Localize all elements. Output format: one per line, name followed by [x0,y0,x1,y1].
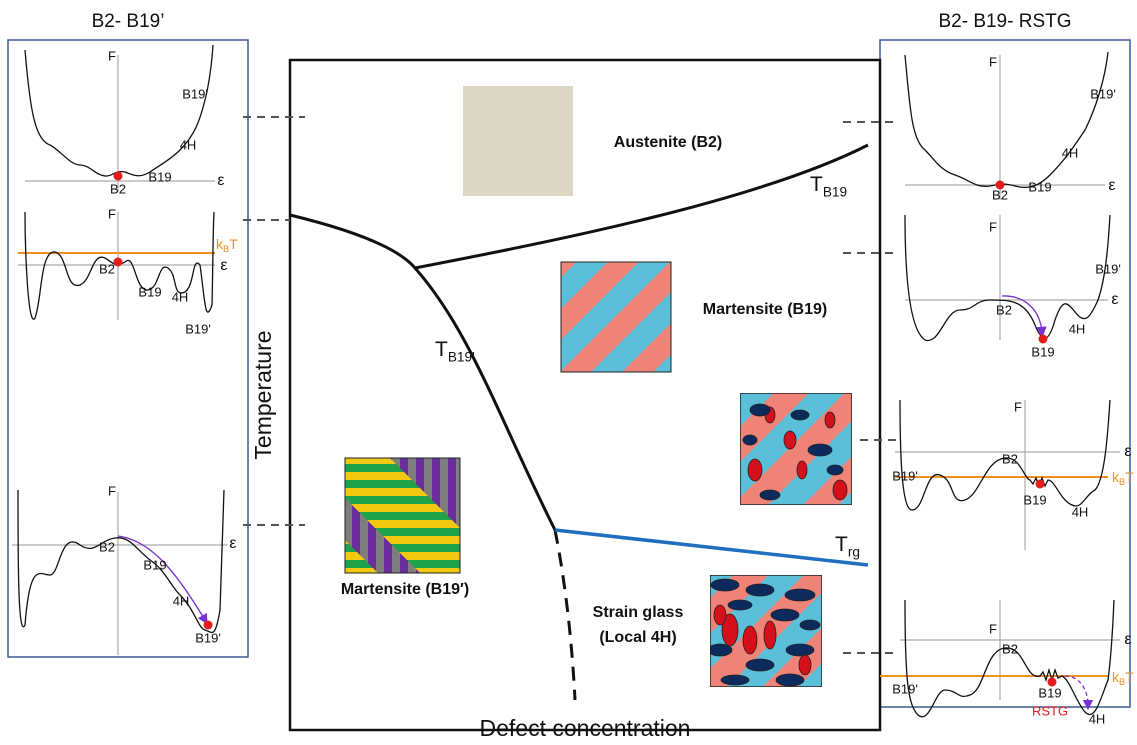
phase-label: Martensite (B19′) [341,581,469,598]
austenite-texture [463,86,573,196]
state-label: 4H [172,289,189,304]
text-part: T [835,533,848,556]
state-label: B2 [110,181,126,196]
text-part: T [229,236,238,252]
state-label: 4H [1072,504,1089,519]
axis-symbol: ε [1108,177,1115,194]
state-label: B2 [1002,451,1018,466]
state-label: B19' [182,86,208,101]
y-axis-label: Temperature [250,330,276,459]
text-part: T [1125,469,1134,485]
axis-symbol: ε [217,172,224,189]
state-label: B19 [1038,685,1061,700]
state-label: B2 [996,302,1012,317]
text-part: rg [848,544,860,559]
boundary-label: TB19' [435,338,475,364]
thermal-energy: kBT [1112,469,1134,488]
axis-symbol: F [1014,399,1022,414]
panel-title: B2- B19- RSTG [938,11,1071,32]
state-label: B19' [892,681,918,696]
state-label: RSTG [1032,703,1068,718]
state-label: B19 [1028,179,1051,194]
state-label: B19 [1031,344,1054,359]
state-label: B19' [185,321,211,336]
state-label: B19 [138,284,161,299]
b19prime-texture [345,458,460,573]
connectors [243,117,897,653]
b19-texture [561,262,671,372]
text-part: T [810,173,823,196]
phase-label: (Local 4H) [599,629,676,646]
axis-symbol: F [108,483,116,498]
state-label: B19 [143,557,166,572]
axis-symbol: ε [1111,291,1118,308]
thermal-energy: kBT [1112,669,1134,688]
thermal-energy: kBT [216,236,238,255]
axis-symbol: F [108,206,116,221]
text-part: T [1125,669,1134,685]
glass-texture-1 [740,393,852,505]
state-label: B19 [148,169,171,184]
state-label: B19' [892,468,918,483]
phase-label: Martensite (B19) [703,301,827,318]
axis-symbol: F [108,48,116,63]
x-axis-label: Defect concentration [480,715,691,741]
axis-symbol: ε [220,257,227,274]
state-label: B2 [1002,641,1018,656]
boundary-label: Trg [835,533,860,559]
figure: B2- B19’ B2- B19- RSTG Temperature Defect c… [0,0,1137,745]
state-label: B2 [992,187,1008,202]
text-part: T [435,338,448,361]
state-label: B19' [1090,86,1116,101]
state-label: B19' [1095,261,1121,276]
left-panel [8,40,248,657]
state-label: 4H [1089,711,1106,726]
text-part: B19' [448,349,475,364]
phase-label: Austenite (B2) [614,134,722,151]
axis-symbol: ε [229,535,236,552]
state-label: B2 [99,539,115,554]
panel-title: B2- B19’ [92,11,165,32]
axis-symbol: F [989,219,997,234]
phase-label: Strain glass [593,604,684,621]
state-label: 4H [1062,145,1079,160]
axis-symbol: ε [1124,631,1131,648]
state-label: B19' [195,630,221,645]
state-label: 4H [180,137,197,152]
axis-symbol: F [989,54,997,69]
axis-symbol: F [989,621,997,636]
glass-texture-2 [708,575,822,687]
state-label: 4H [1069,321,1086,336]
state-label: 4H [173,593,190,608]
text-part: B19 [823,184,847,199]
axis-symbol: ε [1124,443,1131,460]
state-label: B19 [1023,492,1046,507]
boundary-label: TB19 [810,173,847,199]
state-label: B2 [99,261,115,276]
